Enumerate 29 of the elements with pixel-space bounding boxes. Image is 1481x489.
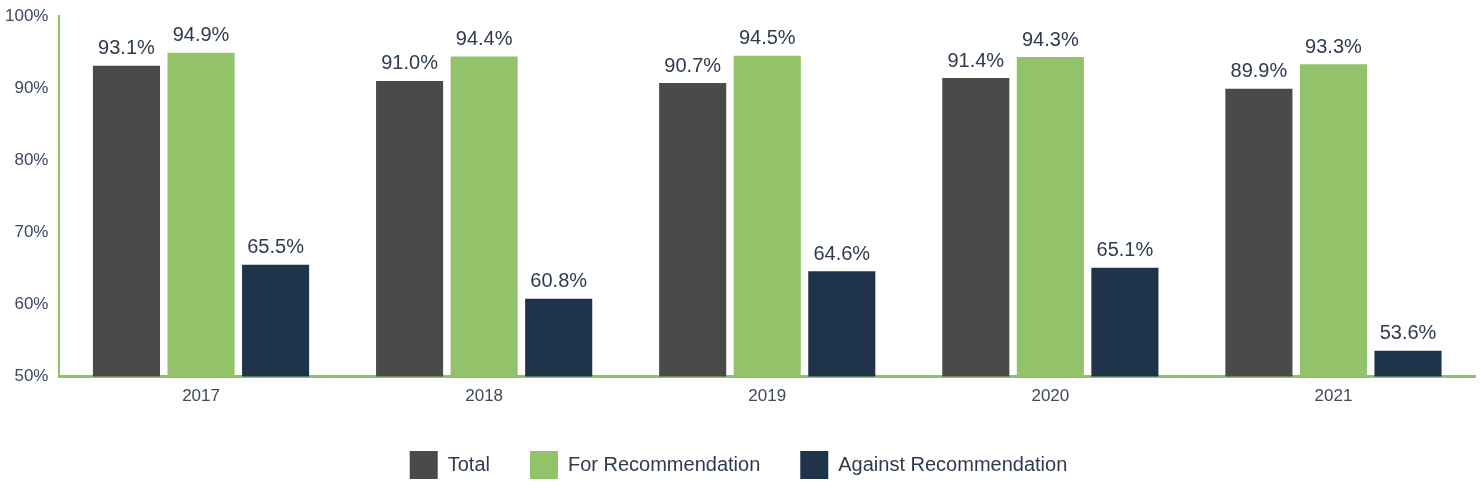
data-label: 90.7% — [664, 53, 722, 76]
x-tick-label: 2021 — [1314, 386, 1353, 406]
y-tick-label: 90% — [14, 77, 49, 97]
data-label: 53.6% — [1379, 321, 1437, 344]
data-label: 94.4% — [455, 26, 513, 49]
y-tick-label: 50% — [14, 366, 49, 386]
y-tick-label: 60% — [14, 294, 49, 314]
y-tick-label: 70% — [14, 222, 49, 242]
data-label: 65.5% — [247, 235, 305, 258]
data-label: 91.4% — [947, 48, 1005, 71]
data-label: 89.9% — [1230, 59, 1288, 82]
legend-label: Against Recommendation — [838, 452, 1068, 475]
data-label: 64.6% — [813, 241, 871, 264]
legend-label: Total — [447, 452, 490, 475]
data-label: 94.9% — [172, 23, 230, 46]
data-label: 94.3% — [1021, 27, 1079, 50]
x-tick-label: 2018 — [465, 386, 504, 406]
x-tick-label: 2017 — [182, 386, 220, 406]
y-tick-label: 100% — [5, 5, 49, 25]
legend-label: For Recommendation — [567, 452, 761, 475]
data-label: 94.5% — [738, 26, 796, 49]
x-tick-label: 2019 — [748, 386, 787, 406]
x-tick-label: 2020 — [1031, 386, 1070, 406]
data-label: 60.8% — [530, 269, 588, 292]
data-label: 93.3% — [1305, 34, 1363, 57]
data-label: 93.1% — [98, 36, 156, 59]
data-label: 91.0% — [381, 51, 439, 74]
data-label: 65.1% — [1096, 238, 1154, 261]
y-tick-label: 80% — [14, 149, 49, 169]
